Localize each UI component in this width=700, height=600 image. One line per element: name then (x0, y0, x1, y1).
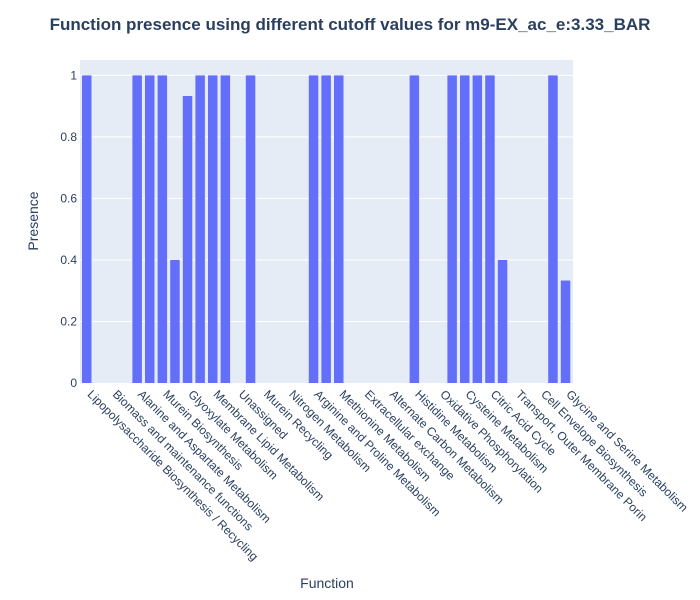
bar (132, 75, 142, 383)
x-axis-title: Function (300, 575, 354, 591)
bar (195, 75, 205, 383)
y-tick-label: 1 (70, 68, 77, 82)
bar (548, 75, 558, 383)
bar (485, 75, 495, 383)
bar (157, 75, 168, 383)
bar (220, 75, 231, 383)
bar (560, 280, 571, 383)
bar (334, 75, 344, 383)
y-tick-label: 0.2 (60, 314, 77, 328)
chart-title: Function presence using different cutoff… (50, 15, 651, 34)
bar (472, 75, 483, 383)
bar (182, 95, 193, 384)
bar (208, 75, 218, 383)
bar (321, 75, 331, 383)
y-tick-label: 0.8 (60, 130, 77, 144)
bar (409, 75, 420, 383)
bar (460, 75, 470, 383)
y-axis-title: Presence (25, 191, 41, 250)
y-axis-ticks: 0 0.2 0.4 0.6 0.8 1 (60, 68, 77, 390)
bar (308, 75, 319, 383)
bars (82, 75, 571, 384)
bar (170, 259, 180, 383)
y-tick-label: 0.4 (60, 253, 77, 267)
x-axis-ticks: Lipopolysaccharide Biosynthesis / Recycl… (85, 387, 691, 563)
bar (447, 75, 457, 383)
bar (245, 75, 256, 383)
y-tick-label: 0 (70, 376, 77, 390)
y-tick-label: 0.6 (60, 191, 77, 205)
bar (82, 75, 92, 383)
bar (497, 259, 508, 383)
bar (145, 75, 155, 383)
